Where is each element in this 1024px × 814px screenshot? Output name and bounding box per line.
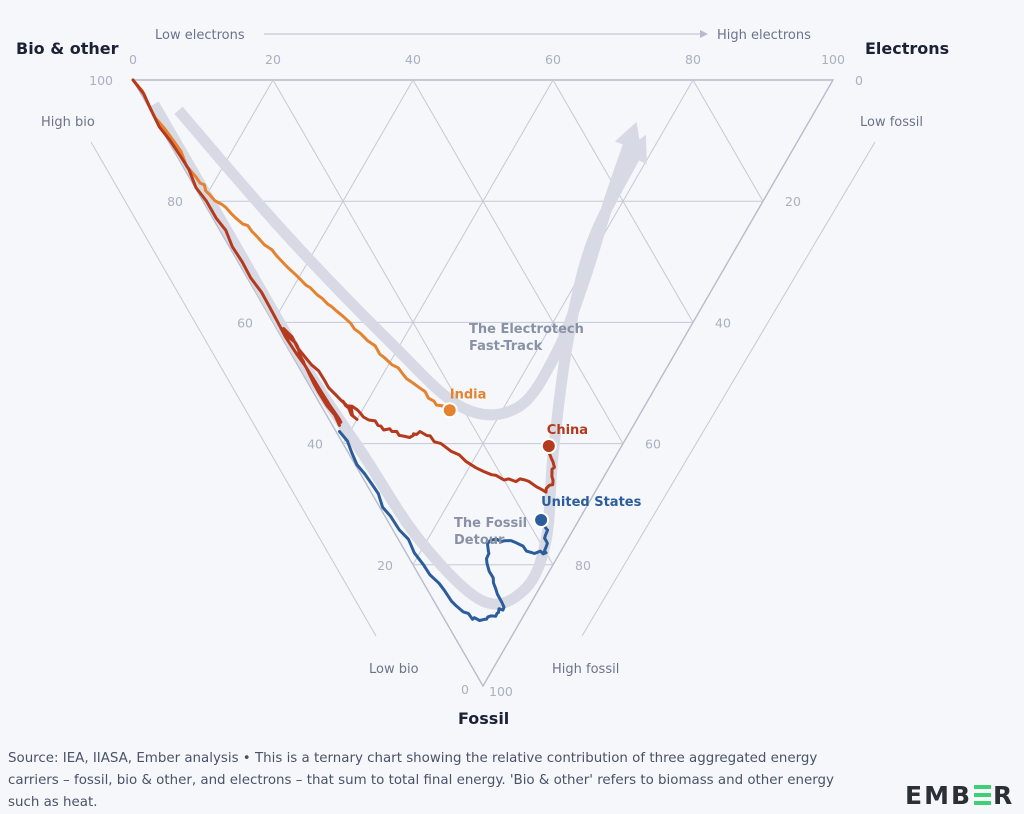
fossil-tick-label: 60	[645, 437, 661, 452]
electrons-tick-label: 100	[821, 52, 845, 67]
high-electrons-label: High electrons	[717, 28, 811, 43]
gridline-bio-80	[202, 79, 274, 202]
bio-tick-label: 20	[377, 558, 393, 573]
series-line-china	[131, 78, 556, 494]
fossil-tick-label: 100	[489, 684, 513, 699]
logo-text-part2: R	[993, 781, 1015, 810]
series-endpoint-india	[441, 402, 458, 419]
series-endpoint-united-states	[533, 511, 550, 528]
low-bio-label: Low bio	[369, 662, 419, 677]
low-electrons-label: Low electrons	[155, 28, 245, 43]
ember-logo: EMB R	[905, 781, 1014, 810]
fossil-tick-label: 80	[575, 558, 591, 573]
series-label-india: India	[450, 387, 487, 402]
bio-axis-title: Bio & other	[16, 39, 119, 58]
fossil-tick-label: 40	[715, 315, 731, 330]
electrons-tick-label: 80	[685, 52, 701, 67]
fossil-axis-title: Fossil	[458, 709, 509, 728]
electrotech-annotation-line2: Fast-Track	[469, 339, 543, 354]
gridline-electrons-40	[412, 79, 624, 444]
series-line-united-states	[338, 430, 550, 622]
electrotech-annotation-line1: The Electrotech	[469, 322, 584, 337]
bio-tick-label: 80	[167, 194, 183, 209]
gridline-bio-60	[272, 79, 414, 323]
arrow-head-icon	[700, 30, 708, 38]
series: India China United States	[131, 78, 642, 622]
triangle-outline	[131, 79, 835, 688]
electrons-tick-label: 60	[545, 52, 561, 67]
bio-tick-label: 100	[89, 73, 113, 88]
logo-bars-icon	[974, 785, 992, 805]
series-label-united-states: United States	[541, 495, 642, 510]
logo-text-part1: EMB	[905, 781, 973, 810]
source-note: Source: IEA, IIASA, Ember analysis • Thi…	[8, 751, 834, 810]
ternary-chart: 0 20 40 60 80 100 100 80 60 40 20 0 0 20 40 60 80 100 Ind…	[16, 28, 949, 728]
electrons-axis-title: Electrons	[865, 39, 949, 58]
fossil-detour-annotation-line2: Detour	[454, 533, 505, 548]
series-endpoint-china	[540, 438, 557, 455]
fossil-direction-line	[581, 141, 876, 637]
series-label-china: China	[547, 423, 588, 438]
electrons-tick-label: 40	[405, 52, 421, 67]
arrow-head-icon	[621, 134, 647, 165]
fossil-detour-annotation-line1: The Fossil	[454, 516, 527, 531]
gridline-bio-40	[342, 79, 554, 444]
gridline-electrons-60	[552, 79, 694, 323]
gridline-electrons-80	[692, 79, 764, 202]
bio-tick-label: 40	[307, 437, 323, 452]
high-fossil-label: High fossil	[552, 662, 619, 677]
bio-tick-label: 0	[461, 682, 469, 697]
electrons-tick-label: 20	[265, 52, 281, 67]
grid: 0 20 40 60 80 100 100 80 60 40 20 0 0 20 40 60 80 100	[89, 52, 863, 699]
high-bio-label: High bio	[41, 115, 95, 130]
electrons-tick-label: 0	[129, 52, 137, 67]
fossil-tick-label: 0	[855, 73, 863, 88]
series-line-india	[131, 78, 453, 416]
bio-direction-line	[90, 141, 377, 637]
bio-tick-label: 60	[237, 315, 253, 330]
low-fossil-label: Low fossil	[860, 115, 923, 130]
fossil-tick-label: 20	[785, 194, 801, 209]
